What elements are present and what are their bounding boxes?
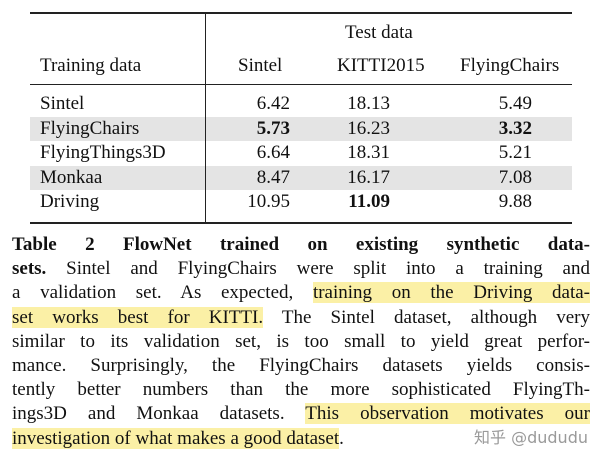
row-label: Sintel: [40, 93, 85, 114]
caption-text: a validation set. As expected,: [12, 282, 313, 304]
cell: 8.47: [256, 166, 290, 188]
cell: 18.13: [347, 93, 390, 114]
cell: 16.23: [347, 117, 390, 139]
caption-text: tently better numbers than the more soph…: [12, 379, 590, 401]
caption-text: .: [339, 427, 344, 449]
mid-rule: [30, 84, 572, 85]
caption-text: ings3D and Monkaa datasets.: [12, 403, 306, 425]
caption-line: Table 2 FlowNet trained on existing synt…: [12, 233, 590, 257]
caption-line: investigation of what makes a good datas…: [12, 427, 590, 451]
highlight: set works best for KITTI.: [12, 306, 264, 328]
bottom-rule: [30, 222, 572, 224]
column-header: KITTI2015: [337, 55, 425, 76]
caption-line: a validation set. As expected, training …: [12, 281, 590, 305]
caption-line: tently better numbers than the more soph…: [12, 378, 590, 402]
column-header: Sintel: [238, 55, 283, 76]
cell: 6.42: [256, 93, 290, 114]
cell: 16.17: [347, 166, 390, 188]
caption-line: ings3D and Monkaa datasets. This observa…: [12, 402, 590, 426]
row-shade: [30, 116, 572, 141]
cell: 7.08: [498, 166, 532, 188]
highlight: This observation motivates our: [305, 403, 590, 425]
highlight: training on the Driving data-: [312, 282, 590, 304]
row-label: Monkaa: [40, 166, 103, 188]
cell: 10.95: [247, 191, 290, 212]
caption-line: sets. Sintel and FlyingChairs were split…: [12, 257, 590, 281]
cell: 5.49: [498, 93, 532, 114]
cell: 3.32: [498, 117, 532, 139]
caption-line: mance. Surprisingly, the FlyingChairs da…: [12, 354, 590, 378]
cell: 11.09: [348, 191, 390, 212]
cell: 5.73: [256, 117, 290, 139]
caption-text: The Sintel dataset, although very: [263, 306, 590, 328]
caption-text: mance. Surprisingly, the FlyingChairs da…: [12, 355, 590, 376]
caption-text: Sintel and FlyingChairs were split into …: [46, 258, 590, 280]
cell: 5.21: [498, 142, 532, 163]
caption-text: similar to its validation set, is too sm…: [12, 330, 590, 352]
cell: 18.31: [347, 142, 390, 163]
caption-line: similar to its validation set, is too sm…: [12, 330, 590, 354]
cell: 6.64: [256, 142, 290, 163]
column-divider: [205, 14, 206, 222]
caption-text: sets.: [12, 258, 47, 280]
column-header: Training data: [40, 55, 142, 76]
cell: 9.88: [498, 191, 532, 212]
highlight: investigation of what makes a good datas…: [12, 427, 340, 449]
top-rule: [30, 12, 572, 14]
row-label: Driving: [40, 191, 100, 212]
row-label: FlyingChairs: [40, 117, 140, 139]
test-header: Test data: [345, 22, 413, 43]
watermark: 知乎 @dududu: [474, 428, 588, 447]
row-shade: [30, 165, 572, 190]
column-header: FlyingChairs: [460, 55, 560, 76]
caption-text: Table 2 FlowNet trained on existing synt…: [12, 234, 590, 255]
caption-line: set works best for KITTI. The Sintel dat…: [12, 306, 590, 330]
row-label: FlyingThings3D: [40, 142, 166, 163]
